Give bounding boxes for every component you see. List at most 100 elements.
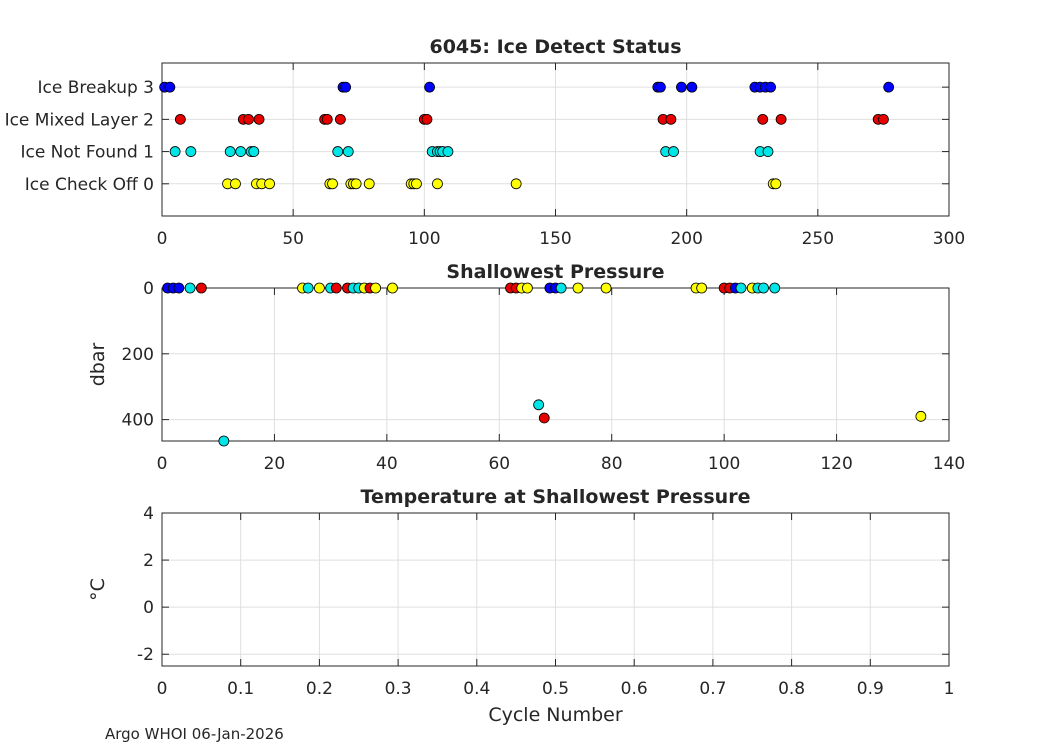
x-tick-label: 120 [820, 454, 852, 474]
x-tick-label: 20 [264, 454, 286, 474]
x-axis-label: Cycle Number [488, 704, 622, 726]
marker-yellow [387, 282, 398, 294]
x-tick-label: 1 [944, 679, 955, 699]
axes-frame [161, 287, 950, 442]
marker-cyan [332, 146, 344, 157]
y-tick-label: 400 [122, 411, 154, 431]
marker-cyan [218, 435, 230, 447]
marker-cyan [735, 282, 747, 294]
marker-blue [676, 81, 687, 93]
marker-yellow [230, 178, 241, 190]
x-tick-label: 80 [601, 454, 623, 474]
marker-red [775, 113, 787, 125]
marker-cyan [302, 282, 314, 294]
x-tick-label: 0.6 [621, 679, 648, 699]
y-tick-label: 200 [122, 345, 154, 365]
marker-yellow [770, 178, 782, 190]
marker-red [174, 113, 186, 125]
x-tick-label: 0.1 [227, 679, 254, 699]
x-tick-label: 300 [933, 229, 965, 249]
marker-cyan [185, 146, 197, 157]
y-tick-label: Ice Breakup 3 [38, 78, 155, 98]
marker-yellow [510, 178, 522, 190]
marker-red [253, 113, 265, 125]
marker-yellow [432, 178, 443, 190]
marker-yellow [350, 178, 362, 190]
chart-title-1: 6045: Ice Detect Status [429, 36, 681, 58]
x-tick-label: 40 [376, 454, 398, 474]
marker-blue [164, 81, 176, 93]
marker-red [330, 282, 342, 294]
marker-cyan [224, 146, 236, 157]
chart-title-3: Temperature at Shallowest Pressure [361, 486, 751, 508]
marker-red [538, 412, 550, 424]
y-tick-label: 4 [143, 504, 154, 524]
marker-cyan [248, 146, 260, 157]
x-tick-label: 0.4 [463, 679, 490, 699]
x-tick-label: 0 [157, 229, 168, 249]
marker-blue [765, 81, 777, 93]
x-tick-label: 100 [408, 229, 440, 249]
marker-cyan [758, 282, 769, 294]
marker-yellow [327, 178, 338, 190]
chart-title-2: Shallowest Pressure [446, 261, 664, 283]
x-tick-label: 0.8 [778, 679, 805, 699]
marker-cyan [442, 146, 454, 157]
footer-credit: Argo WHOI 06-Jan-2026 [105, 725, 284, 743]
marker-cyan [668, 146, 679, 157]
marker-yellow [363, 178, 375, 190]
axes-2 [161, 282, 950, 447]
x-tick-label: 0.9 [857, 679, 884, 699]
marker-blue [655, 81, 666, 93]
y-axis-label: dbar [87, 343, 109, 387]
x-tick-label: 100 [708, 454, 740, 474]
x-tick-label: 250 [802, 229, 834, 249]
x-tick-label: 140 [933, 454, 965, 474]
marker-yellow [521, 282, 533, 294]
marker-red [665, 113, 677, 125]
x-tick-label: 50 [282, 229, 304, 249]
marker-cyan [342, 146, 354, 157]
marker-cyan [235, 146, 247, 157]
marker-yellow [370, 282, 382, 294]
marker-yellow [915, 410, 927, 422]
marker-red [334, 113, 346, 125]
marker-red [243, 113, 254, 125]
x-tick-label: 0.7 [699, 679, 726, 699]
x-tick-label: 0 [157, 679, 168, 699]
x-tick-label: 0.3 [385, 679, 412, 699]
y-tick-label: Ice Check Off 0 [25, 175, 154, 195]
marker-red [757, 113, 769, 125]
x-tick-label: 150 [539, 229, 571, 249]
y-tick-label: 0 [143, 279, 154, 299]
marker-red [878, 113, 889, 125]
marker-red [195, 282, 207, 294]
marker-blue [340, 81, 352, 93]
marker-cyan [169, 146, 181, 157]
marker-yellow [313, 282, 325, 294]
y-axis-label: °C [87, 578, 109, 601]
y-tick-label: -2 [137, 645, 154, 665]
x-tick-label: 0.5 [542, 679, 569, 699]
marker-cyan [555, 282, 567, 294]
marker-red [321, 113, 333, 125]
marker-yellow [572, 282, 584, 294]
marker-blue [686, 81, 698, 93]
marker-cyan [762, 146, 774, 157]
x-tick-label: 60 [488, 454, 510, 474]
marker-blue [424, 81, 435, 93]
marker-cyan [769, 282, 781, 294]
axes-3 [161, 512, 950, 667]
y-tick-label: 2 [143, 551, 154, 571]
y-tick-label: Ice Not Found 1 [20, 143, 154, 163]
y-tick-label: Ice Mixed Layer 2 [5, 110, 154, 130]
x-tick-label: 200 [670, 229, 702, 249]
marker-yellow [411, 178, 422, 190]
marker-cyan [184, 282, 196, 294]
marker-yellow [696, 282, 708, 294]
x-tick-label: 0.2 [306, 679, 333, 699]
marker-yellow [264, 178, 275, 190]
y-tick-label: 0 [143, 598, 154, 618]
axes-1 [159, 62, 950, 217]
